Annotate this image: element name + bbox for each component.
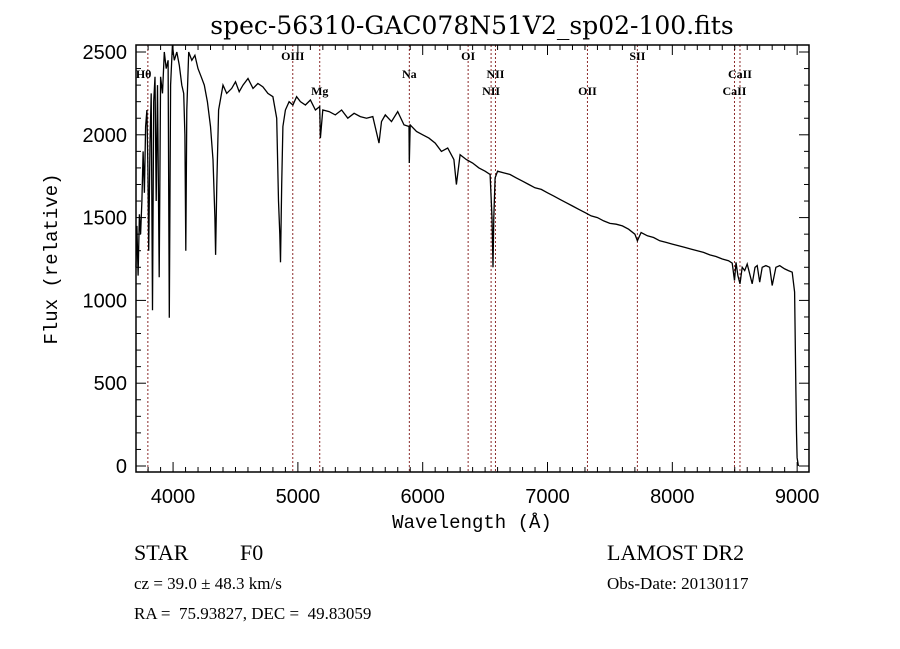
x-tick-label: 9000 (775, 486, 820, 508)
x-tick-label: 5000 (276, 486, 321, 508)
line-marker-label: OI (461, 49, 475, 63)
chart-title: spec-56310-GAC078N51V2_sp02-100.fits (210, 11, 733, 40)
x-tick-label: 7000 (525, 486, 570, 508)
line-marker-labels: Hθ OIII Mg Na OI NII NII OII SII CaII CaII (136, 49, 752, 98)
obs-date: Obs-Date: 20130117 (607, 574, 749, 593)
y-tick-label: 1000 (83, 290, 128, 312)
plot-frame (135, 44, 810, 473)
line-marker-label: Mg (311, 84, 328, 98)
redshift-text: cz = 39.0 ± 48.3 km/s (134, 574, 282, 593)
y-tick-label: 0 (116, 456, 127, 478)
line-marker-label: OII (578, 84, 597, 98)
line-marker-label: NII (486, 67, 504, 81)
line-marker-label: Na (402, 67, 417, 81)
line-marker-label: NII (482, 84, 500, 98)
x-tick-label: 8000 (650, 486, 695, 508)
line-marker-label: CaII (722, 84, 746, 98)
line-marker-label: CaII (728, 67, 752, 81)
object-subclass: F0 (240, 540, 264, 565)
line-marker-label: OIII (281, 49, 305, 63)
y-tick-labels: 0 500 1000 1500 2000 2500 (83, 42, 128, 478)
y-tick-label: 500 (94, 373, 127, 395)
x-tick-labels: 4000 5000 6000 7000 8000 9000 (151, 486, 820, 508)
x-axis-label: Wavelength (Å) (392, 512, 552, 534)
coordinates-text: RA = 75.93827, DEC = 49.83059 (134, 604, 372, 623)
object-class: STAR (134, 540, 189, 565)
x-axis-ticks (147, 45, 798, 472)
x-tick-label: 6000 (400, 486, 445, 508)
y-axis-label: Flux (relative) (41, 173, 63, 344)
survey-name: LAMOST DR2 (607, 540, 745, 565)
y-tick-label: 2000 (83, 125, 128, 147)
y-tick-label: 2500 (83, 42, 128, 64)
line-marker-label: SII (629, 49, 645, 63)
spectrum-line (135, 45, 800, 467)
y-tick-label: 1500 (83, 208, 128, 230)
y-axis-ticks (136, 51, 809, 467)
line-marker-label: Hθ (136, 67, 152, 81)
line-markers (147, 45, 741, 472)
x-tick-label: 4000 (151, 486, 196, 508)
